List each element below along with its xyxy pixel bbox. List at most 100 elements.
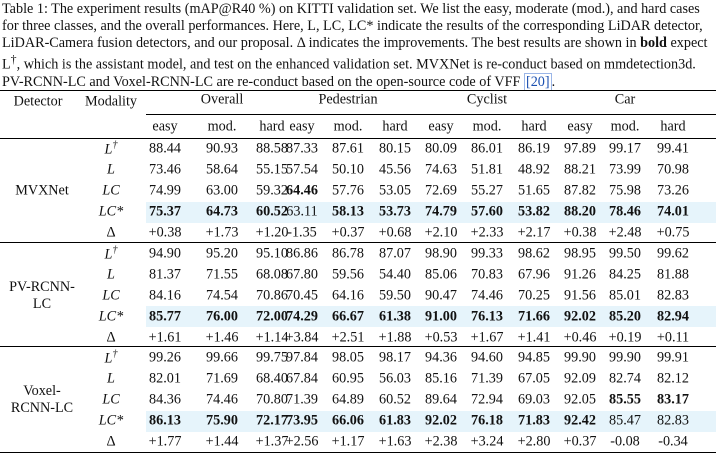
citation-link[interactable]: [20] (523, 72, 552, 91)
cell: 60.95 (332, 370, 364, 387)
cell: 73.99 (609, 161, 641, 178)
cell: 83.17 (657, 391, 689, 408)
cell: 70.83 (471, 266, 503, 282)
header-level: hard (521, 118, 547, 135)
cell: 72.17 (256, 412, 288, 429)
cell: 76.18 (471, 412, 503, 429)
cell: +0.38 (563, 224, 597, 241)
cell: 56.03 (379, 370, 411, 387)
cell: +0.46 (563, 329, 597, 345)
cell: 85.77 (149, 308, 181, 324)
cell: 74.79 (425, 203, 457, 220)
cell: 71.39 (286, 391, 318, 408)
cell: 59.32 (256, 182, 288, 199)
cell: +1.46 (205, 329, 239, 345)
cell: 82.83 (657, 412, 689, 429)
modality-sup: † (112, 244, 118, 256)
cell: 55.27 (471, 182, 503, 199)
cell: 64.16 (332, 287, 364, 303)
cell: 64.46 (286, 182, 318, 199)
modality: LC (102, 183, 119, 200)
cell: 88.21 (564, 161, 596, 178)
cell: +2.10 (424, 224, 458, 241)
modality: LC (102, 392, 119, 409)
cell: 99.90 (609, 349, 641, 366)
cell: 86.86 (286, 245, 318, 261)
modality-label: L (104, 141, 113, 158)
cell: 92.09 (564, 370, 596, 387)
cell: 72.69 (425, 182, 457, 199)
cell: 98.90 (425, 245, 457, 261)
cell: +1.61 (148, 329, 182, 345)
cell: +2.51 (331, 329, 365, 345)
header-level: easy (289, 118, 315, 135)
cell: 80.15 (379, 140, 411, 157)
cell: +0.37 (331, 224, 365, 241)
cell: 60.52 (256, 203, 288, 220)
cell: 58.64 (206, 161, 238, 178)
cell: 72.00 (256, 308, 288, 324)
cell: 64.89 (332, 391, 364, 408)
cell: 76.00 (206, 308, 238, 324)
cell: +1.88 (378, 329, 412, 345)
cell: 66.67 (332, 308, 364, 324)
cell: 74.46 (471, 287, 503, 303)
cell: 85.47 (609, 412, 641, 429)
cell: 61.83 (379, 412, 411, 429)
cell: +2.17 (517, 224, 551, 241)
cell: 87.82 (564, 182, 596, 199)
caption-bold: bold (640, 34, 667, 51)
top-rule (0, 90, 716, 92)
cell: 99.62 (657, 245, 689, 261)
cell: 99.91 (657, 349, 689, 366)
cell: 48.92 (518, 161, 550, 178)
cell: 69.03 (518, 391, 550, 408)
cell: 94.90 (149, 245, 181, 261)
caption-text: . (551, 73, 556, 90)
cell: +0.38 (148, 224, 182, 241)
header-level: hard (660, 118, 686, 135)
modality-label: LC* (98, 308, 124, 324)
cell: 86.13 (149, 412, 181, 429)
cell: 99.75 (256, 349, 288, 366)
cell: 86.19 (518, 140, 550, 157)
cell: 98.95 (564, 245, 596, 261)
cell: 98.17 (379, 349, 411, 366)
detector-name: PV-RCNN-LC (9, 278, 75, 312)
modality-label: Δ (106, 433, 116, 450)
cell: 60.52 (379, 391, 411, 408)
modality-label: Δ (106, 329, 116, 345)
cell: 70.45 (286, 287, 318, 303)
cell: 57.60 (471, 203, 503, 220)
cell: 66.06 (332, 412, 364, 429)
modality: L (107, 371, 115, 388)
caption-text: , which is the assistant model, and test… (2, 57, 696, 90)
cell: 63.11 (286, 203, 318, 220)
cell: 82.12 (657, 370, 689, 387)
cell: 67.84 (286, 370, 318, 387)
cell: -1.35 (287, 224, 317, 241)
caption: Table 1: The experiment results (mAP@R40… (2, 1, 714, 91)
cell: 59.50 (379, 287, 411, 303)
cell: 74.01 (657, 203, 689, 220)
cell: 67.96 (518, 266, 550, 282)
cell: 88.58 (256, 140, 288, 157)
modality-label: L (104, 350, 113, 367)
cell: 59.56 (332, 266, 364, 282)
cell: 99.33 (471, 245, 503, 261)
cell: 81.37 (149, 266, 181, 282)
header-modality: Modality (84, 93, 138, 110)
cell: 82.83 (657, 287, 689, 303)
modality: LC* (99, 308, 123, 325)
highlight-row (146, 410, 716, 432)
cell: 71.83 (518, 412, 550, 429)
cell: 73.46 (149, 161, 181, 178)
group-rule (0, 346, 716, 347)
modality: L (107, 162, 115, 179)
cell: +1.14 (255, 329, 289, 345)
cell: 54.40 (379, 266, 411, 282)
cell: +0.37 (563, 433, 597, 450)
cell: 51.65 (518, 182, 550, 199)
cell: 53.82 (518, 203, 550, 220)
cell: +3.24 (470, 433, 504, 450)
